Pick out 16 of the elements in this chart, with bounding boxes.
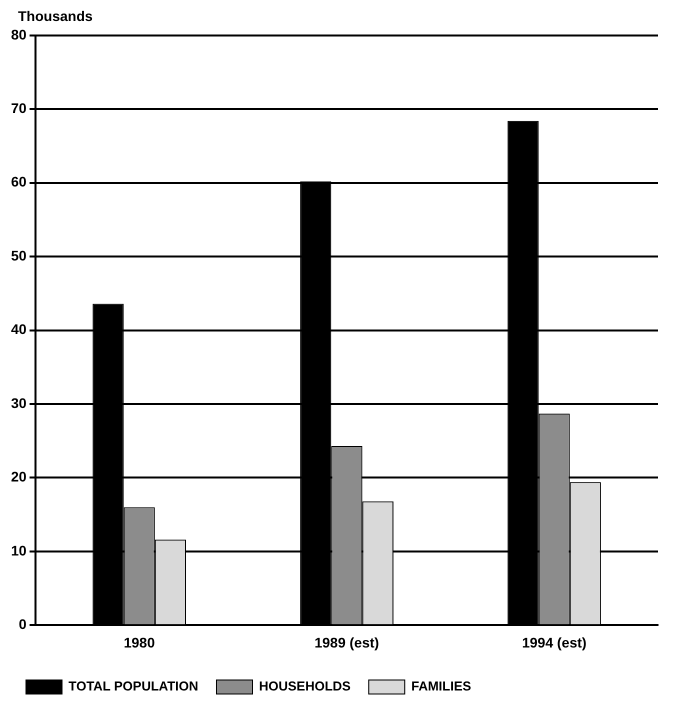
y-tick-label: 70 <box>10 100 27 116</box>
y-tick-label: 30 <box>10 394 27 411</box>
y-tick-label: 50 <box>10 247 27 264</box>
legend-label: FAMILIES <box>411 678 472 694</box>
y-tick-label: 0 <box>18 616 27 632</box>
x-tick-label: 1994 (est) <box>522 634 587 650</box>
legend-label: HOUSEHOLDS <box>258 678 352 694</box>
y-axis-title: Thousands <box>18 8 94 24</box>
x-tick-label: 1989 (est) <box>314 634 380 650</box>
legend-label: TOTAL POPULATION <box>68 678 198 694</box>
y-tick-label: 10 <box>10 542 27 558</box>
y-tick-label: 20 <box>10 468 27 485</box>
x-tick-label: 1980 <box>124 634 156 650</box>
y-tick-label: 40 <box>10 321 27 338</box>
y-tick-label: 60 <box>10 174 27 190</box>
y-tick-label: 80 <box>10 26 27 42</box>
